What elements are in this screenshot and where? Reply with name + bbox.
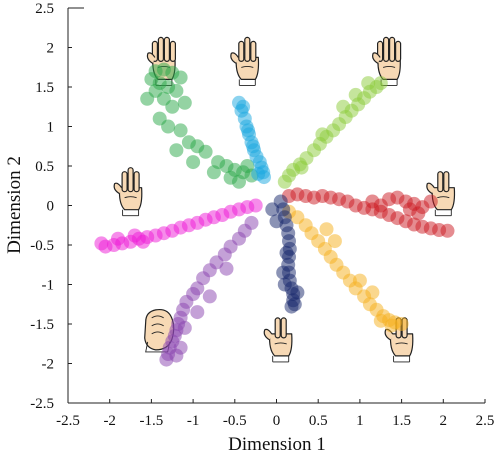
data-point: [111, 231, 125, 246]
data-point: [276, 265, 291, 280]
data-point: [265, 202, 280, 217]
x-tick-label: 1: [356, 413, 364, 429]
data-point: [373, 313, 388, 328]
data-point: [190, 305, 205, 320]
hand-open-palm-icon: [372, 36, 402, 86]
y-tick-label: 2: [47, 41, 55, 57]
data-point: [352, 273, 367, 288]
y-tick-labels: -2.5 -2 -1.5 -1 -0.5 0 0.5 1 1.5 2 2.5: [30, 1, 54, 412]
data-point: [290, 285, 305, 300]
data-point: [177, 320, 192, 335]
data-point: [257, 170, 271, 185]
series-0: [140, 62, 259, 189]
x-tick-label: -2.5: [56, 413, 80, 429]
data-point: [294, 160, 309, 175]
data-point: [169, 83, 184, 98]
data-point: [136, 234, 151, 249]
data-point: [365, 285, 380, 300]
y-axis-label: Dimension 2: [4, 156, 25, 254]
x-tick-labels: -2.5 -2 -1.5 -1 -0.5 0 0.5 1 1.5 2 2.5: [56, 413, 494, 429]
x-tick-label: -2: [103, 413, 116, 429]
data-point: [440, 223, 455, 238]
data-point: [248, 198, 263, 213]
x-tick-label: 0.5: [309, 413, 328, 429]
hand-three-fingers-alt-icon: [113, 167, 143, 217]
y-tick-label: 2.5: [35, 1, 54, 17]
data-point: [336, 99, 351, 114]
data-point: [206, 165, 221, 180]
data-point: [373, 76, 388, 91]
series-6: [159, 215, 259, 367]
data-point: [173, 123, 188, 138]
y-tick-label: 1: [47, 120, 55, 136]
data-point: [232, 174, 246, 189]
data-points: [94, 62, 455, 367]
series-2: [277, 76, 388, 189]
data-point: [219, 261, 234, 276]
hand-peace-sign-icon: [426, 171, 456, 217]
data-point: [365, 194, 380, 209]
y-tick-label: -1.5: [30, 317, 54, 333]
series-7: [94, 198, 263, 254]
hand-index-middle-icon: [263, 317, 293, 363]
data-point: [161, 119, 176, 134]
y-tick-label: 1.5: [35, 80, 54, 96]
data-point: [277, 277, 292, 292]
series-1: [232, 95, 271, 185]
x-tick-label: 0: [273, 413, 281, 429]
y-tick-label: -2.5: [30, 396, 54, 412]
data-point: [279, 245, 294, 260]
y-tick-label: -1: [42, 278, 55, 294]
data-point: [241, 123, 256, 138]
data-point: [315, 127, 330, 142]
hand-three-fingers-icon: [230, 36, 260, 86]
data-point: [319, 222, 334, 237]
y-tick-label: 0: [47, 199, 55, 215]
data-point: [169, 143, 184, 158]
data-point: [327, 234, 342, 249]
data-point: [236, 99, 251, 114]
data-point: [198, 144, 213, 159]
data-point: [246, 139, 261, 154]
data-point: [202, 289, 217, 304]
data-point: [173, 340, 188, 355]
x-tick-label: 1.5: [392, 413, 411, 429]
data-point: [165, 99, 180, 114]
data-point: [177, 95, 192, 110]
x-tick-label: 2: [440, 413, 448, 429]
y-tick-label: 0.5: [35, 159, 54, 175]
series-4: [282, 204, 409, 333]
y-tick-label: -0.5: [30, 238, 54, 254]
data-point: [348, 87, 363, 102]
data-point: [269, 214, 284, 229]
tick-marks: [67, 7, 486, 404]
x-tick-label: -1.5: [140, 413, 164, 429]
data-point: [423, 194, 438, 209]
data-point: [94, 236, 109, 251]
data-point: [173, 70, 188, 85]
data-point: [186, 155, 201, 170]
x-tick-label: 2.5: [476, 413, 495, 429]
y-tick-label: -2: [42, 357, 55, 373]
series-3: [282, 187, 455, 238]
data-point: [402, 202, 417, 217]
x-axis-label: Dimension 1: [228, 434, 326, 455]
data-point: [287, 297, 302, 312]
data-point: [361, 76, 376, 91]
x-tick-label: -0.5: [223, 413, 247, 429]
x-tick-label: -1: [187, 413, 200, 429]
series-5: [265, 194, 305, 314]
data-point: [140, 91, 155, 106]
data-point: [240, 159, 255, 173]
data-point: [196, 271, 211, 286]
data-point: [384, 318, 399, 333]
